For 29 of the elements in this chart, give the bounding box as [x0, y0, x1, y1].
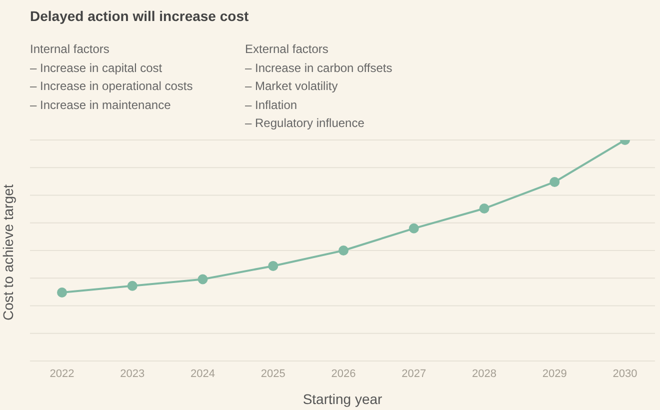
x-tick-label: 2028 [472, 368, 496, 380]
text: – Increase in maintenance [30, 96, 172, 114]
text: – Inflation [245, 96, 298, 114]
point [338, 246, 348, 256]
x-tick-label: 2025 [260, 368, 286, 380]
text: – Increase in operational costs [30, 78, 194, 95]
text: External factors [245, 41, 330, 58]
x-tick-label: 2024 [190, 368, 215, 380]
x-tick-label: 2026 [331, 368, 356, 380]
text: Internal factors [30, 41, 110, 58]
x-tick-label: 2029 [542, 368, 567, 380]
point [550, 176, 560, 187]
point [57, 287, 67, 298]
y-axis-title: Cost to achieve target [0, 184, 16, 320]
x-tick-label: 2030 [612, 368, 638, 380]
x-tick-label: 2022 [50, 368, 74, 380]
text: – Market volatility [245, 78, 339, 95]
point [268, 260, 278, 271]
text: – Increase in carbon offsets [245, 60, 394, 76]
text: – Increase in capital cost [30, 60, 164, 76]
point [127, 280, 138, 291]
x-axis-title: Starting year [302, 391, 383, 407]
x-tick-label: 2023 [120, 368, 145, 380]
x-tick-label: 2027 [402, 368, 426, 380]
point [198, 274, 208, 284]
point [408, 223, 419, 234]
chart-title: Delayed action will increase cost [30, 8, 249, 24]
point [479, 204, 490, 214]
text: – Regulatory influence [245, 115, 366, 132]
